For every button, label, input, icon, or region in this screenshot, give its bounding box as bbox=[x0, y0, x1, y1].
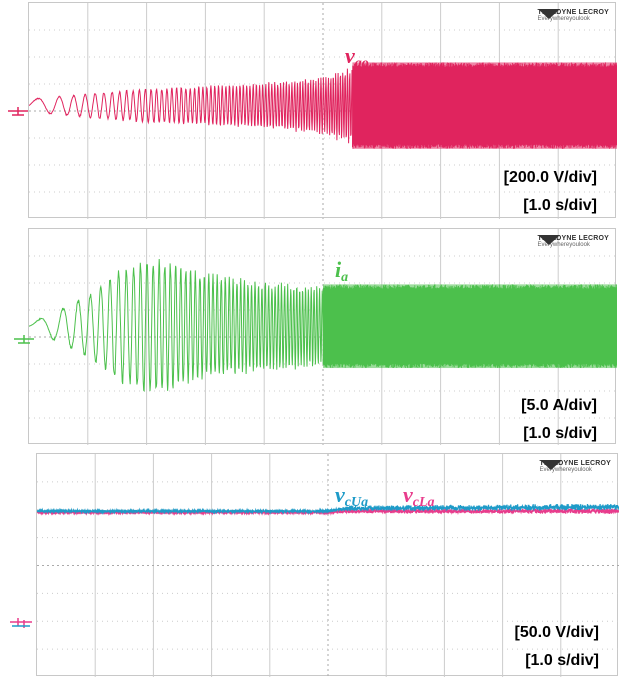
brand-name: TELEDYNE LECROY bbox=[539, 460, 611, 467]
signal-label-vao: vao bbox=[345, 45, 369, 71]
trace-dense-ia bbox=[322, 284, 617, 369]
ground-marker-icon bbox=[10, 618, 32, 628]
time-scale: [1.0 s/div] bbox=[523, 197, 597, 214]
brand-name: TELEDYNE LECROY bbox=[537, 9, 609, 16]
trace-dense-vao bbox=[351, 62, 617, 149]
signal-label-vcUa: vcUa bbox=[335, 484, 368, 510]
lecroy-logo-icon bbox=[537, 9, 560, 19]
lecroy-logo-icon bbox=[539, 460, 562, 470]
lecroy-logo-icon bbox=[537, 235, 560, 245]
signal-subscript: ao bbox=[354, 56, 369, 71]
scope-panel-vao: TELEDYNE LECROY Everywhereyoulook vao [20… bbox=[28, 2, 617, 219]
brand-name: TELEDYNE LECROY bbox=[537, 235, 609, 242]
waveform-plot-vao bbox=[29, 3, 617, 219]
signal-subscript: a bbox=[341, 270, 349, 285]
signal-subscript: cLa bbox=[412, 495, 435, 510]
signal-symbol: v bbox=[335, 482, 345, 507]
signal-symbol: v bbox=[403, 482, 413, 507]
signal-label-vcLa: vcLa bbox=[403, 484, 435, 510]
ground-marker-icon bbox=[14, 335, 34, 344]
grid bbox=[37, 454, 619, 677]
brand-tagline: Everywhereyoulook bbox=[537, 242, 590, 248]
waveform-plot-ia bbox=[29, 229, 617, 445]
brand-tagline: Everywhereyoulook bbox=[539, 467, 592, 473]
ground-marker-icon bbox=[8, 107, 28, 116]
signal-label-ia: ia bbox=[335, 259, 348, 285]
scope-panel-vc: TELEDYNE LECROY Everywhereyoulook vcUa vc… bbox=[36, 453, 619, 677]
brand-tagline: Everywhereyoulook bbox=[537, 16, 590, 22]
waveform-plot-vc bbox=[37, 454, 619, 677]
signal-symbol: i bbox=[335, 257, 342, 282]
brand-logo: TELEDYNE LECROY Everywhereyoulook bbox=[539, 460, 611, 473]
brand-logo: TELEDYNE LECROY Everywhereyoulook bbox=[537, 9, 609, 22]
time-scale: [1.0 s/div] bbox=[525, 652, 599, 669]
signal-symbol: v bbox=[345, 43, 355, 68]
vertical-scale: [50.0 V/div] bbox=[514, 624, 599, 641]
brand-logo: TELEDYNE LECROY Everywhereyoulook bbox=[537, 235, 609, 248]
signal-subscript: cUa bbox=[344, 495, 369, 510]
vertical-scale: [5.0 A/div] bbox=[521, 397, 597, 414]
time-scale: [1.0 s/div] bbox=[523, 425, 597, 442]
scope-panel-ia: TELEDYNE LECROY Everywhereyoulook ia [5.0… bbox=[28, 228, 617, 445]
trace-vcUa bbox=[37, 503, 619, 515]
vertical-scale: [200.0 V/div] bbox=[503, 169, 597, 186]
